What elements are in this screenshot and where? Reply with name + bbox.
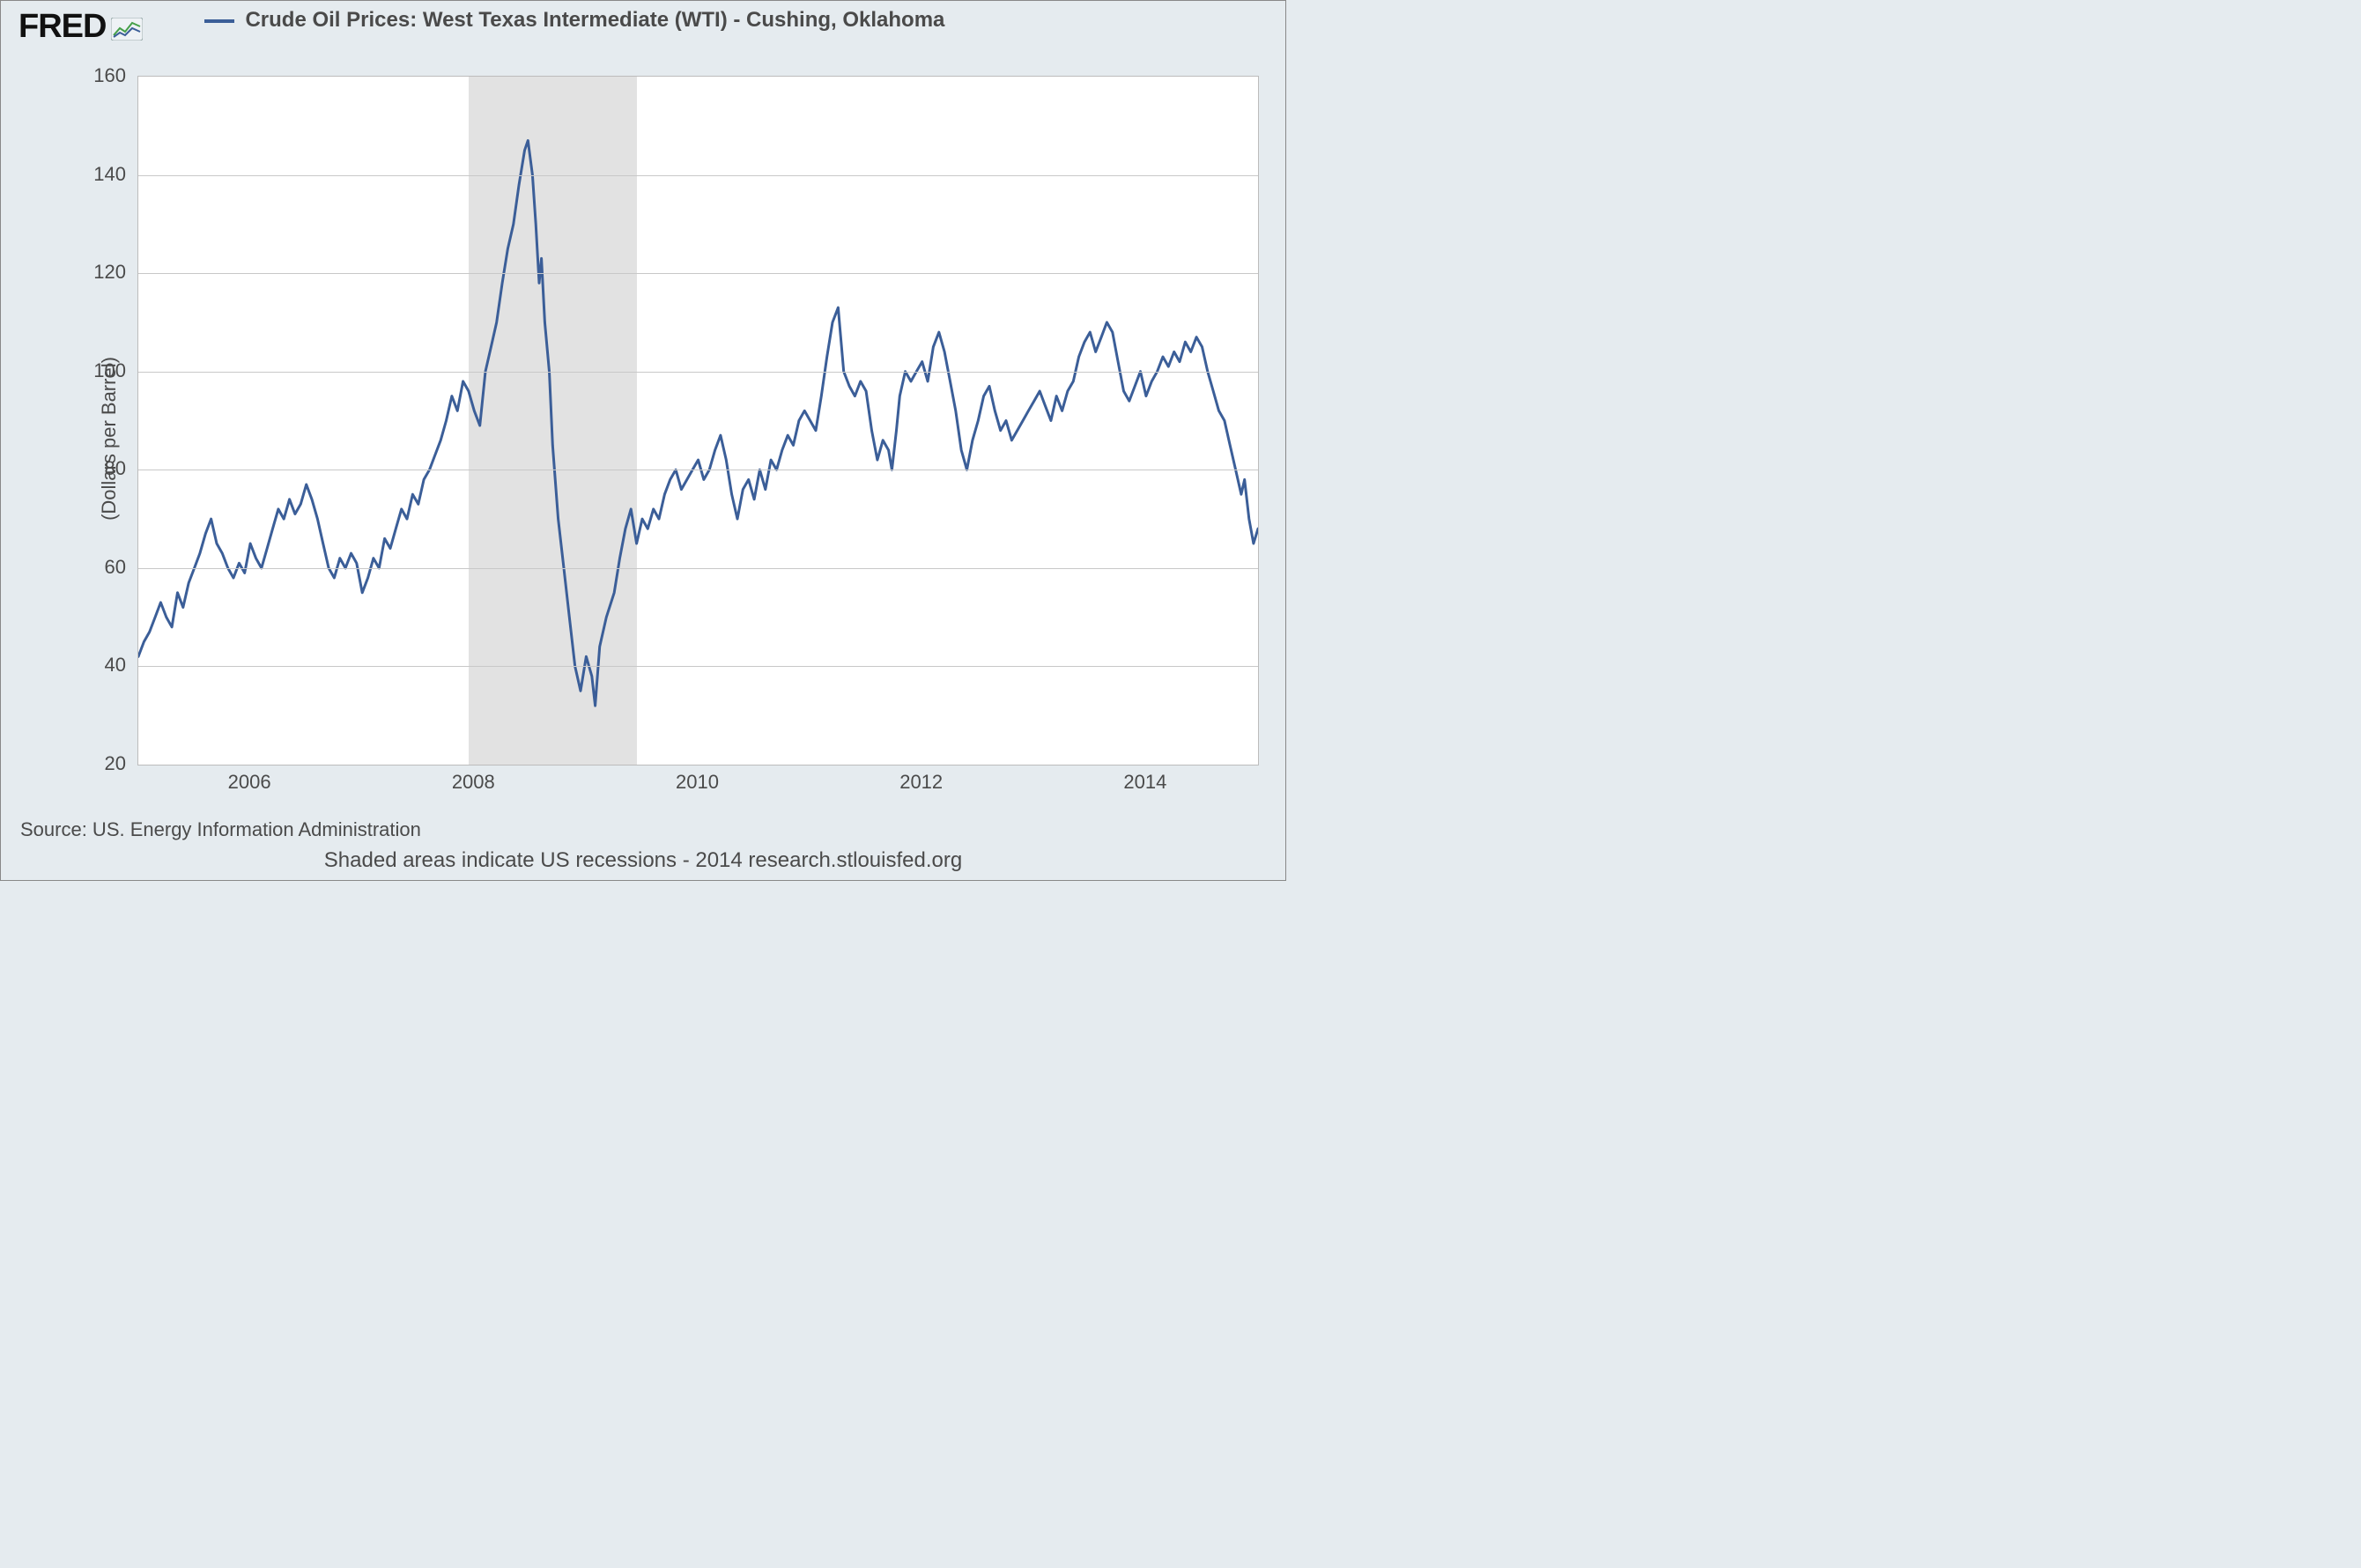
footnote-text: Shaded areas indicate US recessions - 20… [1,848,1285,873]
line-series [138,77,1258,765]
legend: Crude Oil Prices: West Texas Intermediat… [204,8,944,33]
xtick-label: 2006 [228,771,271,794]
ytick-label: 140 [93,163,133,186]
gridline [138,568,1258,569]
ytick-label: 160 [93,64,133,87]
xtick-label: 2012 [899,771,943,794]
plot-region [137,76,1259,766]
ytick-label: 100 [93,359,133,382]
ytick-label: 20 [105,752,133,775]
chart-header: FRED Crude Oil Prices: West Texas Interm… [19,8,1268,49]
chart-area: (Dollars per Barrel) 2040608010012014016… [36,76,1268,801]
source-text: Source: US. Energy Information Administr… [20,818,421,841]
fred-chart-icon [111,11,143,49]
legend-line-swatch [204,19,234,23]
gridline [138,372,1258,373]
gridline [138,666,1258,667]
fred-logo: FRED [19,8,143,49]
xtick-label: 2010 [676,771,719,794]
ytick-label: 80 [105,457,133,480]
logo-text: FRED [19,8,106,46]
gridline [138,273,1258,274]
chart-frame: FRED Crude Oil Prices: West Texas Interm… [0,0,1286,881]
xtick-label: 2008 [452,771,495,794]
ytick-label: 60 [105,556,133,579]
gridline [138,175,1258,176]
xtick-label: 2014 [1123,771,1166,794]
legend-series-label: Crude Oil Prices: West Texas Intermediat… [245,8,944,33]
ytick-label: 120 [93,261,133,284]
ytick-label: 40 [105,654,133,677]
